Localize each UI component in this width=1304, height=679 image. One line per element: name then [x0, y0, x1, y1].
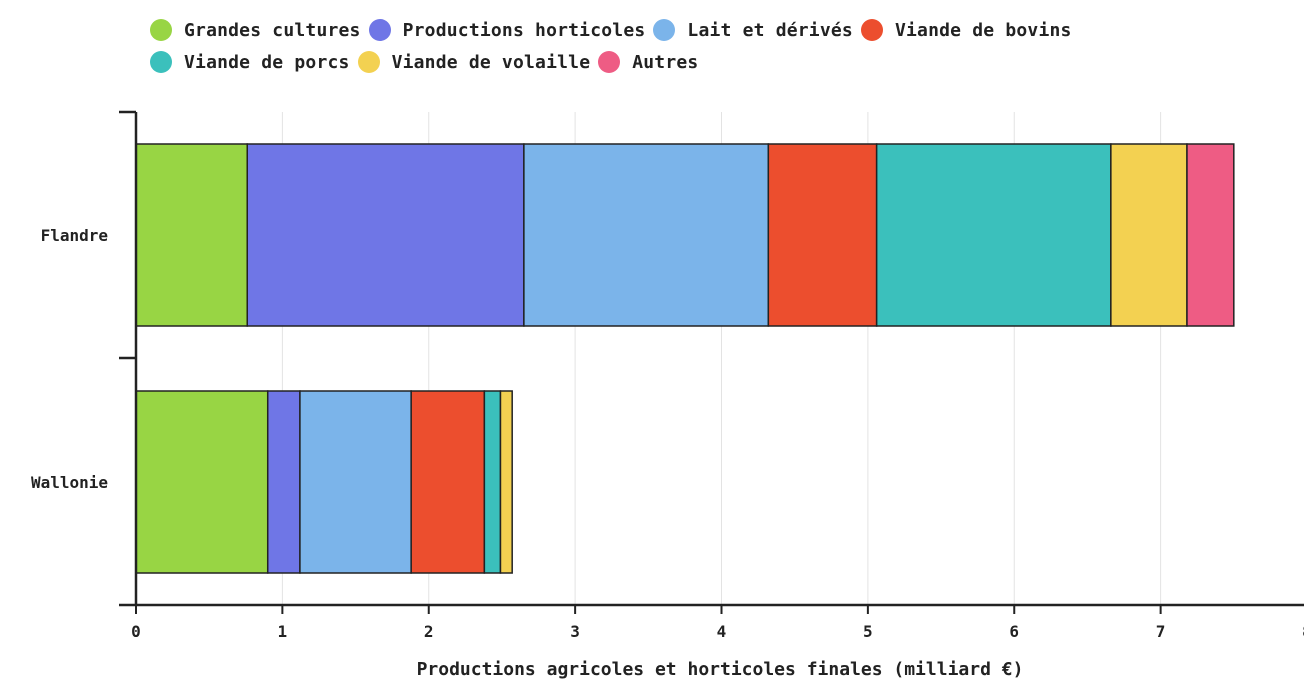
- legend-item-grandes-cultures[interactable]: Grandes cultures: [150, 19, 361, 41]
- legend-item-productions-horticoles[interactable]: Productions horticoles: [368, 19, 646, 41]
- legend-row-2: Viande de porcs Viande de volaille Autre…: [150, 46, 1250, 78]
- legend-dot-icon: [357, 51, 380, 73]
- y-tick-label: Flandre: [41, 226, 108, 245]
- legend-label: Lait et dérivés: [687, 19, 853, 41]
- axes: [119, 110, 1304, 614]
- legend-label: Viande de volaille: [391, 51, 591, 73]
- x-tick-label: 1: [278, 622, 288, 641]
- bar-segment[interactable]: [767, 143, 878, 327]
- legend-dot-icon: [368, 19, 391, 41]
- legend-dot-icon: [150, 51, 172, 73]
- x-tick-label: 2: [424, 622, 434, 641]
- legend-row-1: Grandes cultures Productions horticoles …: [150, 14, 1250, 46]
- bar-segment[interactable]: [875, 143, 1112, 327]
- legend-dot-icon: [653, 19, 676, 41]
- legend-item-lait-et-derives[interactable]: Lait et dérivés: [653, 19, 853, 41]
- legend-dot-icon: [150, 19, 172, 41]
- x-tick-label: 8: [1302, 622, 1304, 641]
- legend-item-viande-de-bovins[interactable]: Viande de bovins: [860, 19, 1072, 41]
- bar-segment[interactable]: [523, 143, 770, 327]
- x-tick-label: 0: [131, 622, 141, 641]
- labels: 0 1 2 3 4 5 6 7 8 Flandre Wallonie: [31, 226, 1304, 641]
- legend-label: Autres: [632, 51, 699, 73]
- x-tick-label: 3: [570, 622, 580, 641]
- bar-segment[interactable]: [483, 390, 502, 574]
- legend-label: Productions horticoles: [402, 19, 646, 41]
- bars: [135, 143, 1235, 574]
- x-tick-label: 7: [1156, 622, 1166, 641]
- legend-dot-icon: [598, 51, 621, 73]
- bar-segment[interactable]: [246, 143, 525, 327]
- bar-segment[interactable]: [410, 390, 486, 574]
- legend-label: Viande de porcs: [184, 51, 350, 73]
- bar-segment[interactable]: [499, 390, 513, 574]
- bar-segment[interactable]: [1110, 143, 1188, 327]
- x-axis-label: Productions agricoles et horticoles fina…: [417, 659, 1024, 679]
- x-tick-label: 6: [1009, 622, 1019, 641]
- y-tick-label: Wallonie: [31, 473, 108, 492]
- legend-label: Grandes cultures: [184, 19, 361, 41]
- bar-segment[interactable]: [135, 390, 269, 574]
- bar-segment[interactable]: [1186, 143, 1235, 327]
- bar-segment[interactable]: [266, 390, 301, 574]
- legend-label: Viande de bovins: [894, 19, 1072, 41]
- legend-item-autres[interactable]: Autres: [598, 51, 698, 73]
- bar-segment[interactable]: [135, 143, 248, 327]
- legend-item-viande-de-volaille[interactable]: Viande de volaille: [357, 51, 591, 73]
- bar-segment[interactable]: [299, 390, 412, 574]
- legend: Grandes cultures Productions horticoles …: [150, 14, 1250, 78]
- legend-dot-icon: [860, 19, 883, 41]
- x-tick-label: 4: [717, 622, 727, 641]
- legend-item-viande-de-porcs[interactable]: Viande de porcs: [150, 51, 350, 73]
- x-tick-label: 5: [863, 622, 873, 641]
